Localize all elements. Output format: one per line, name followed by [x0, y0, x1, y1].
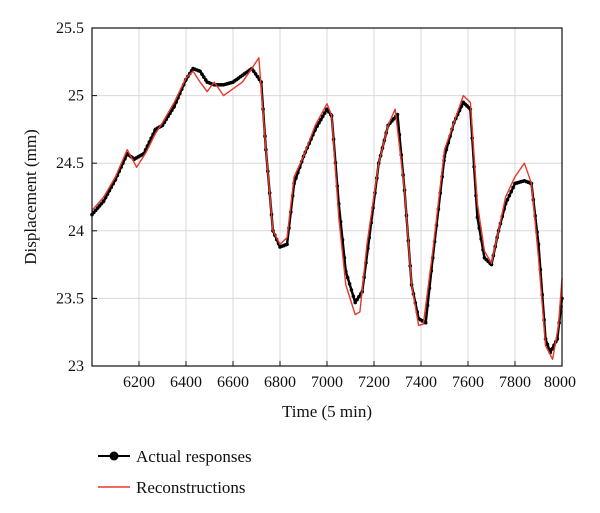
- y-tick-label: 24: [68, 223, 84, 240]
- y-tick-label: 23: [68, 358, 84, 375]
- x-axis-ticks: 6200 6400 6600 6800 7000 7200 7400 7600 7800 8000: [123, 361, 576, 391]
- legend-item-actual: Actual responses: [98, 447, 252, 466]
- data-point-actual: [357, 294, 361, 299]
- data-point-actual: [509, 189, 514, 194]
- data-point-actual: [505, 197, 510, 202]
- x-tick-label: 7600: [452, 374, 484, 391]
- data-point-actual: [251, 69, 256, 74]
- legend: Actual responses Reconstructions: [98, 447, 252, 497]
- x-tick-label: 6200: [123, 374, 155, 391]
- y-tick-label: 25.5: [56, 20, 84, 37]
- data-point-actual: [294, 176, 298, 180]
- x-tick-label: 6400: [170, 374, 202, 391]
- x-tick-label: 7200: [358, 374, 390, 391]
- data-point-actual: [550, 347, 554, 351]
- y-axis-title: Displacement (mm): [21, 129, 40, 265]
- data-point-actual: [319, 117, 323, 122]
- series-reconstructions: [91, 57, 563, 360]
- data-point-actual: [101, 199, 106, 203]
- data-point-actual: [198, 69, 202, 74]
- y-tick-label: 23.5: [56, 290, 84, 307]
- data-point-actual: [325, 107, 329, 111]
- data-point-actual: [347, 281, 352, 286]
- data-point-actual: [423, 320, 428, 325]
- data-point-actual: [202, 75, 206, 79]
- data-point-actual: [345, 275, 350, 280]
- x-tick-label: 6600: [217, 374, 249, 391]
- legend-label-reconstructions: Reconstructions: [136, 478, 246, 497]
- data-point-actual: [255, 74, 260, 79]
- y-axis-ticks: 23 23.5 24 24.5 25 25.5: [56, 20, 97, 375]
- x-tick-label: 7400: [405, 374, 437, 391]
- data-point-actual: [351, 294, 356, 299]
- data-point-actual: [285, 242, 289, 247]
- data-point-actual: [353, 300, 358, 305]
- data-point-actual: [315, 124, 319, 128]
- y-tick-label: 24.5: [56, 155, 84, 172]
- series-line-reconstructions: [91, 57, 563, 360]
- data-point-actual: [320, 114, 325, 119]
- data-point-actual: [200, 72, 204, 76]
- grid: [92, 27, 563, 367]
- series-layer: [90, 57, 564, 360]
- data-point-actual: [489, 262, 494, 267]
- y-tick-label: 25: [68, 88, 84, 105]
- x-axis-title: Time (5 min): [282, 402, 372, 421]
- data-point-actual: [511, 185, 515, 190]
- data-point-actual: [322, 111, 327, 115]
- data-point-actual: [507, 193, 512, 198]
- data-point-actual: [317, 121, 321, 125]
- legend-label-actual: Actual responses: [136, 447, 252, 466]
- x-tick-label: 7000: [311, 374, 343, 391]
- data-point-actual: [172, 104, 177, 109]
- x-tick-label: 7800: [499, 374, 531, 391]
- legend-item-reconstructions: Reconstructions: [98, 478, 246, 497]
- data-point-actual: [355, 297, 359, 302]
- data-point-actual: [477, 226, 482, 230]
- data-point-actual: [475, 215, 480, 220]
- data-point-actual: [425, 303, 430, 308]
- x-tick-label: 8000: [544, 374, 576, 391]
- data-point-actual: [349, 288, 354, 292]
- x-tick-label: 6800: [264, 374, 296, 391]
- legend-marker-actual: [109, 451, 119, 461]
- data-point-actual: [545, 342, 550, 347]
- data-point-actual: [395, 112, 400, 117]
- data-point-actual: [253, 72, 258, 76]
